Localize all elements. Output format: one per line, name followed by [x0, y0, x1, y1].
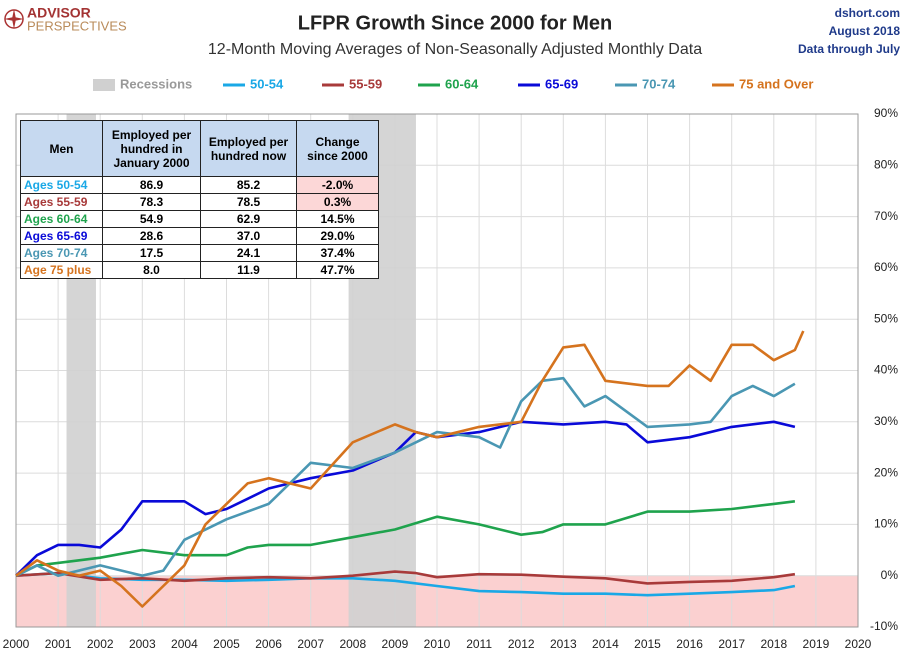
x-tick-label: 2002	[87, 637, 114, 651]
x-tick-label: 2008	[339, 637, 366, 651]
table-cell: 14.5%	[296, 210, 379, 228]
row-label: Ages 50-54	[20, 176, 103, 194]
x-tick-label: 2019	[803, 637, 830, 651]
legend-label: 60-64	[445, 76, 479, 91]
y-tick-label: 70%	[874, 209, 898, 223]
x-tick-label: 2014	[592, 637, 619, 651]
chart-subtitle: 12-Month Moving Averages of Non-Seasonal…	[208, 41, 702, 58]
x-tick-label: 2005	[213, 637, 240, 651]
y-tick-label: 90%	[874, 106, 898, 120]
y-tick-label: 0%	[881, 568, 899, 582]
table-header: Change since 2000	[296, 120, 379, 177]
x-tick-label: 2012	[508, 637, 535, 651]
table-cell: 24.1	[200, 244, 297, 262]
y-tick-label: 10%	[874, 517, 898, 531]
x-tick-label: 2018	[760, 637, 787, 651]
y-tick-label: 30%	[874, 414, 898, 428]
y-tick-label: 40%	[874, 363, 898, 377]
x-tick-label: 2000	[3, 637, 30, 651]
x-tick-label: 2013	[550, 637, 577, 651]
table-cell: 78.5	[200, 193, 297, 211]
series-line	[15, 330, 805, 608]
logo-icon	[4, 9, 24, 29]
legend-label: 55-59	[349, 76, 382, 91]
table-cell: 62.9	[200, 210, 297, 228]
legend-swatch	[93, 79, 115, 91]
x-tick-label: 2011	[466, 637, 492, 651]
table-row: Ages 60-64 54.9 62.9 14.5%	[20, 210, 379, 228]
table-row: Age 75 plus 8.0 11.9 47.7%	[20, 261, 379, 279]
table-cell: 37.0	[200, 227, 297, 245]
x-tick-label: 2017	[718, 637, 745, 651]
table-cell: 11.9	[200, 261, 297, 279]
source: dshort.com	[835, 6, 900, 20]
legend-label: 50-54	[250, 76, 284, 91]
legend-label: 70-74	[642, 76, 676, 91]
x-tick-label: 2015	[634, 637, 661, 651]
row-label: Ages 70-74	[20, 244, 103, 262]
logo-text: PERSPECTIVES	[27, 18, 127, 33]
legend-label: 65-69	[545, 76, 578, 91]
row-label: Ages 60-64	[20, 210, 103, 228]
y-tick-label: 50%	[874, 311, 898, 325]
y-tick-label: -10%	[870, 619, 898, 633]
row-label: Ages 55-59	[20, 193, 103, 211]
legend-label: Recessions	[120, 76, 192, 91]
x-tick-label: 2009	[382, 637, 409, 651]
table-cell: 17.5	[102, 244, 201, 262]
source-note: Data through July	[798, 42, 900, 56]
table-cell: 29.0%	[296, 227, 379, 245]
row-label: Ages 65-69	[20, 227, 103, 245]
table-cell: 47.7%	[296, 261, 379, 279]
table-cell: 8.0	[102, 261, 201, 279]
table-header: Men	[20, 120, 103, 177]
table-cell: 0.3%	[296, 193, 379, 211]
table-cell: 37.4%	[296, 244, 379, 262]
table-cell: 54.9	[102, 210, 201, 228]
chart-title: LFPR Growth Since 2000 for Men	[298, 12, 613, 34]
table-cell: 86.9	[102, 176, 201, 194]
row-label: Age 75 plus	[20, 261, 103, 279]
x-tick-label: 2004	[171, 637, 198, 651]
table-header-row: Men Employed per hundred in January 2000 E…	[20, 120, 379, 177]
table-cell: -2.0%	[296, 176, 379, 194]
summary-table: Men Employed per hundred in January 2000 E…	[20, 120, 379, 279]
y-tick-label: 80%	[874, 157, 898, 171]
table-cell: 85.2	[200, 176, 297, 194]
logo-text: ADVISOR	[27, 5, 91, 21]
table-row: Ages 55-59 78.3 78.5 0.3%	[20, 193, 379, 211]
table-cell: 78.3	[102, 193, 201, 211]
x-tick-label: 2020	[845, 637, 872, 651]
y-tick-label: 20%	[874, 465, 898, 479]
x-tick-label: 2003	[129, 637, 156, 651]
source-date: August 2018	[829, 24, 901, 38]
table-cell: 28.6	[102, 227, 201, 245]
table-header: Employed per hundred now	[200, 120, 297, 177]
table-row: Ages 70-74 17.5 24.1 37.4%	[20, 244, 379, 262]
series-line	[15, 420, 796, 577]
y-tick-label: 60%	[874, 260, 898, 274]
series-line	[15, 376, 796, 577]
table-header: Employed per hundred in January 2000	[102, 120, 201, 177]
legend-label: 75 and Over	[739, 76, 813, 91]
table-row: Ages 50-54 86.9 85.2 -2.0%	[20, 176, 379, 194]
table-row: Ages 65-69 28.6 37.0 29.0%	[20, 227, 379, 245]
series-line	[15, 570, 796, 585]
plot-frame	[15, 113, 859, 628]
x-tick-label: 2001	[45, 637, 72, 651]
series-line	[15, 500, 796, 577]
x-tick-label: 2006	[255, 637, 282, 651]
x-tick-label: 2016	[676, 637, 703, 651]
x-tick-label: 2010	[424, 637, 451, 651]
x-tick-label: 2007	[297, 637, 324, 651]
